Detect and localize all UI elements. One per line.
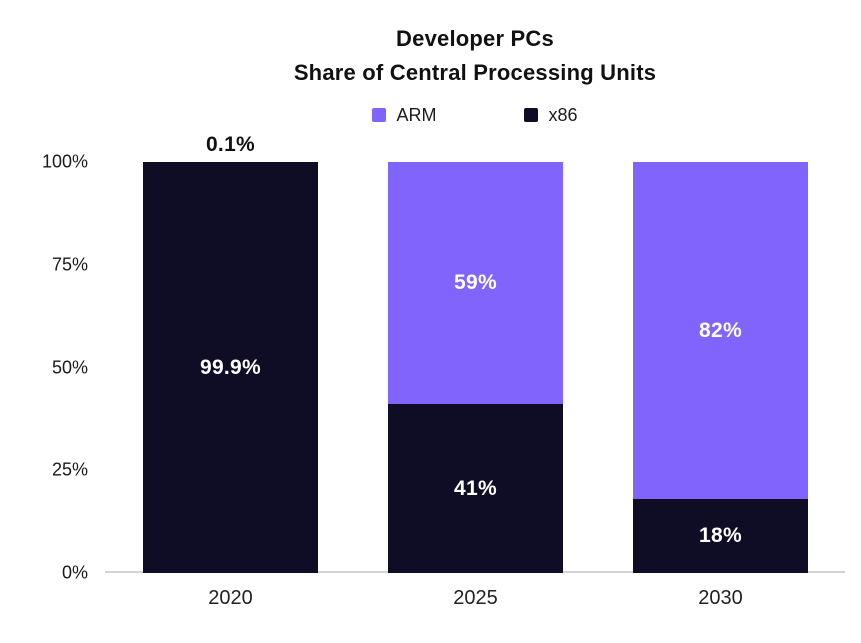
chart-title-line1: Developer PCs [396, 26, 554, 51]
legend-item-arm: ARM [372, 105, 436, 126]
legend: ARM x86 [105, 103, 845, 127]
y-tick-75: 75% [51, 254, 88, 275]
plot-area: 0.1% 99.9% 2020 59% 41% 2025 82% 18% 2030 [143, 133, 808, 609]
x-tick-2020: 2020 [208, 587, 253, 609]
legend-label-arm: ARM [396, 104, 437, 125]
x-tick-2025: 2025 [453, 587, 498, 609]
y-tick-100: 100% [41, 151, 88, 172]
bar-group-2025: 59% 41% 2025 [388, 162, 563, 609]
bar-segment-x86-2030: 18% [633, 499, 808, 573]
value-label-x86-2030: 18% [699, 524, 742, 547]
y-tick-25: 25% [51, 459, 88, 480]
bar-segment-x86-2020: 99.9% [143, 162, 318, 573]
value-label-arm-2020: 0.1% [205, 133, 256, 156]
y-tick-50: 50% [51, 357, 88, 378]
legend-swatch-arm-icon [372, 108, 387, 122]
bar-segment-arm-2025: 59% [388, 162, 563, 405]
value-label-x86-2025: 41% [454, 476, 497, 500]
bar-segment-arm-2030: 82% [633, 162, 808, 500]
value-label-x86-2020: 99.9% [199, 355, 262, 379]
y-axis: 100% 75% 50% 25% 0% [0, 0, 88, 643]
value-label-arm-2030: 82% [699, 318, 742, 342]
legend-item-x86: x86 [524, 104, 578, 126]
legend-label-x86: x86 [548, 104, 578, 125]
bar-group-2020: 0.1% 99.9% 2020 [143, 133, 318, 609]
y-tick-0: 0% [61, 562, 88, 583]
chart-title-line2: Share of Central Processing Units [293, 60, 657, 85]
bar-group-2030: 82% 18% 2030 [633, 162, 808, 609]
legend-swatch-x86-icon [524, 108, 539, 122]
bar-segment-x86-2025: 41% [388, 404, 563, 573]
chart-title: Developer PCs Share of Central Processin… [105, 22, 845, 90]
value-label-arm-2025: 59% [454, 271, 497, 295]
x-tick-2030: 2030 [698, 587, 743, 609]
